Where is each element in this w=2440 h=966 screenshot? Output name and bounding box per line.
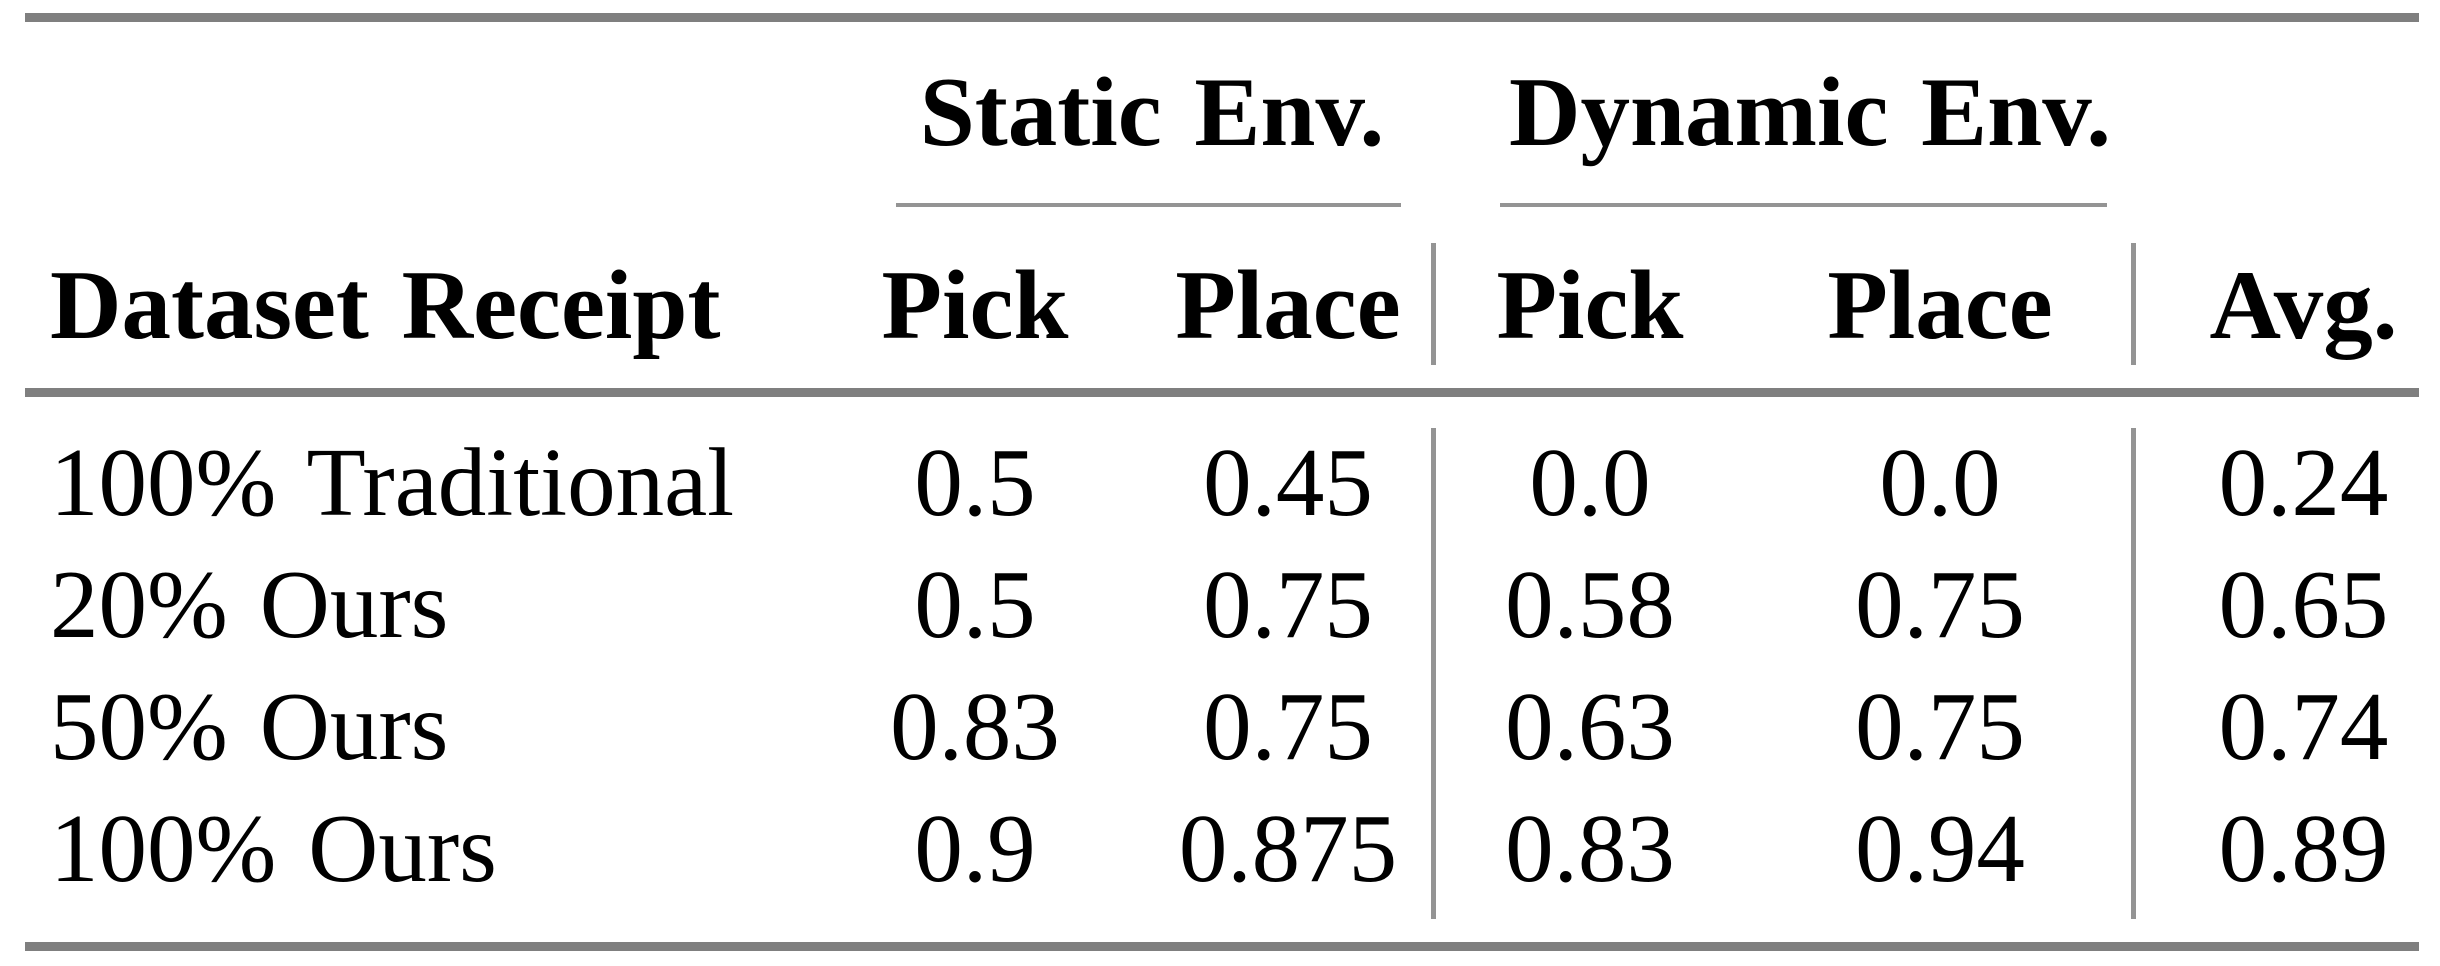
table-row: 20% Ours 0.5 0.75 0.58 0.75 0.65 xyxy=(25,543,2419,665)
group-header-static-env: Static Env. xyxy=(919,57,1385,167)
table-row: 100% Traditional 0.5 0.45 0.0 0.0 0.24 xyxy=(25,421,2419,543)
cell-static-place: 0.45 xyxy=(1203,428,1373,536)
column-header-dataset-receipt: Dataset Receipt xyxy=(50,250,721,360)
cell-static-pick: 0.83 xyxy=(890,672,1060,780)
cell-dynamic-pick: 0.58 xyxy=(1505,550,1675,658)
row-label-100pct-traditional: 100% Traditional xyxy=(50,428,735,536)
column-header-dynamic-place: Place xyxy=(1827,250,2053,360)
column-header-avg: Avg. xyxy=(2209,250,2398,360)
cell-avg: 0.24 xyxy=(2218,428,2389,536)
group-header-spacer xyxy=(25,57,807,167)
column-header-static-pick: Pick xyxy=(881,250,1069,360)
row-label-20pct-ours: 20% Ours xyxy=(50,550,449,658)
table-row: 50% Ours 0.83 0.75 0.63 0.75 0.74 xyxy=(25,665,2419,787)
cell-static-place: 0.75 xyxy=(1203,672,1373,780)
cell-avg: 0.65 xyxy=(2218,550,2389,658)
cell-dynamic-pick: 0.83 xyxy=(1505,794,1675,902)
group-header-avg-spacer xyxy=(2133,57,2419,167)
cell-static-pick: 0.9 xyxy=(914,794,1036,902)
column-header-static-place: Place xyxy=(1175,250,1401,360)
cell-dynamic-pick: 0.63 xyxy=(1505,672,1675,780)
cell-avg: 0.74 xyxy=(2218,672,2389,780)
cell-dynamic-place: 0.0 xyxy=(1879,428,2001,536)
cell-static-pick: 0.5 xyxy=(914,428,1036,536)
top-rule xyxy=(25,13,2419,22)
vertical-rule-2-body xyxy=(2131,428,2136,919)
cell-dynamic-place: 0.94 xyxy=(1855,794,2025,902)
cell-static-pick: 0.5 xyxy=(914,550,1036,658)
vertical-rule-1-header xyxy=(1431,243,1436,365)
cell-dynamic-place: 0.75 xyxy=(1855,550,2025,658)
column-header-dynamic-pick: Pick xyxy=(1496,250,1684,360)
column-header-row: Dataset Receipt Pick Place Pick Place Av… xyxy=(25,245,2419,365)
cell-dynamic-place: 0.75 xyxy=(1855,672,2025,780)
group-header-row: Static Env. Dynamic Env. xyxy=(25,57,2419,167)
vertical-rule-2-header xyxy=(2131,243,2136,365)
table-row: 100% Ours 0.9 0.875 0.83 0.94 0.89 xyxy=(25,787,2419,909)
group-header-dynamic-env: Dynamic Env. xyxy=(1508,57,2112,167)
vertical-rule-1-body xyxy=(1431,428,1436,919)
cell-static-place: 0.875 xyxy=(1178,794,1398,902)
cell-avg: 0.89 xyxy=(2218,794,2389,902)
bottom-rule xyxy=(25,942,2419,951)
row-label-100pct-ours: 100% Ours xyxy=(50,794,497,902)
cell-dynamic-pick: 0.0 xyxy=(1529,428,1651,536)
row-label-50pct-ours: 50% Ours xyxy=(50,672,449,780)
mid-rule xyxy=(25,388,2419,397)
dynamic-env-cmidrule xyxy=(1500,203,2107,207)
static-env-cmidrule xyxy=(896,203,1401,207)
cell-static-place: 0.75 xyxy=(1203,550,1373,658)
